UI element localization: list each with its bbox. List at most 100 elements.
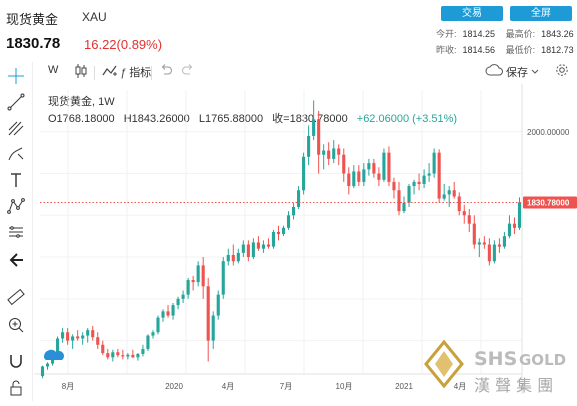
- candle-body: [442, 194, 446, 199]
- candle-body: [76, 336, 80, 339]
- candle-body: [327, 150, 331, 159]
- candle-body: [432, 152, 436, 174]
- open-value: 1814.25: [462, 29, 496, 39]
- save-button[interactable]: 保存: [506, 67, 528, 79]
- indicators-label: 指标: [129, 67, 152, 79]
- svg-text:GOLD: GOLD: [519, 351, 566, 369]
- back-arrow-icon[interactable]: [6, 250, 26, 270]
- last-price-tag: [523, 196, 577, 209]
- pattern-icon[interactable]: [6, 196, 26, 216]
- drawing-tools-panel: [0, 62, 33, 401]
- trade-button[interactable]: 交易: [441, 6, 503, 21]
- stats-row-2: 昨收: 1814.56 最低价: 1812.73: [436, 43, 577, 56]
- candle-body: [45, 363, 50, 367]
- candle-body: [307, 135, 311, 157]
- chart-legend-ohlc: O1768.18000 H1843.26000 L1765.88000 收=18…: [48, 110, 457, 126]
- candle-body: [312, 119, 316, 136]
- candle-body: [226, 254, 230, 262]
- candle-body: [191, 280, 195, 283]
- candle-body: [271, 232, 276, 247]
- logo-text: 漢 聲 集 團: [474, 376, 553, 395]
- candle-body: [472, 223, 476, 245]
- prev-close-label: 昨收:: [436, 45, 457, 55]
- candle-body: [302, 156, 306, 191]
- legend-close: 收=1830.78000: [272, 113, 348, 125]
- candle-body: [322, 150, 326, 155]
- candle-body: [81, 335, 85, 339]
- candle-body: [86, 330, 90, 336]
- crosshair-icon[interactable]: [6, 66, 26, 86]
- candle-body: [40, 366, 45, 377]
- candle-body: [96, 337, 100, 345]
- candle-body: [377, 173, 381, 180]
- candle-body: [317, 119, 321, 155]
- magnet-icon[interactable]: [6, 351, 26, 371]
- candle-style-icon[interactable]: [74, 63, 88, 82]
- candle-body: [512, 223, 517, 228]
- candle-body: [467, 215, 471, 224]
- ruler-icon[interactable]: [6, 287, 26, 307]
- chevron-down-icon[interactable]: [531, 66, 539, 78]
- candle-body: [352, 171, 356, 187]
- candle-body: [447, 190, 451, 195]
- settings-gear-icon[interactable]: [555, 63, 569, 80]
- candle-body: [231, 254, 235, 262]
- candle-body: [457, 196, 461, 212]
- zoom-in-icon[interactable]: [6, 315, 26, 335]
- candle-body: [171, 305, 175, 316]
- candle-body: [146, 335, 150, 349]
- candle-body: [347, 173, 351, 187]
- candle-body: [91, 330, 95, 338]
- candle-body: [101, 344, 105, 354]
- stats-row-1: 今开: 1814.25 最高价: 1843.26: [436, 27, 577, 40]
- brush-icon[interactable]: [6, 144, 26, 164]
- candle-body: [131, 354, 135, 358]
- fibonacci-icon[interactable]: [6, 222, 26, 242]
- candle-body: [156, 317, 160, 333]
- lock-icon[interactable]: [6, 378, 26, 398]
- tradingview-cloud-icon: [43, 349, 64, 360]
- candle-body: [452, 190, 456, 197]
- candle-body: [141, 348, 145, 354]
- candle-body: [372, 163, 376, 174]
- trend-line-icon[interactable]: [6, 92, 26, 112]
- undo-icon[interactable]: [159, 63, 173, 80]
- pitchfork-icon[interactable]: [6, 118, 26, 138]
- candle-body: [362, 169, 366, 182]
- candle-body: [502, 236, 506, 247]
- low-value: 1812.73: [541, 45, 574, 55]
- last-price-label: 1830.78000: [527, 198, 570, 207]
- candlestick-chart[interactable]: 2000.00000 1830.78000 8月 2020 4月 7月 10月 2021 4月 7: [34, 84, 577, 401]
- svg-text:SHS: SHS: [474, 348, 517, 370]
- candle-body: [136, 353, 140, 358]
- low-label: 最低价:: [505, 45, 536, 55]
- candle-body: [402, 202, 406, 212]
- candle-body: [497, 244, 501, 247]
- candle-body: [291, 206, 296, 216]
- indicators-button[interactable]: ƒ 指标: [120, 64, 151, 80]
- candle-body: [397, 190, 401, 212]
- compare-icon[interactable]: [102, 63, 118, 82]
- candle-body: [161, 311, 165, 318]
- chart-toolbar: W ƒ 指标 保存: [0, 60, 577, 84]
- candle-body: [462, 211, 466, 216]
- interval-selector[interactable]: W: [48, 64, 59, 76]
- candle-body: [332, 148, 336, 159]
- candle-body: [106, 353, 110, 358]
- y-tick-label: 2000.00000: [527, 128, 570, 137]
- redo-icon[interactable]: [181, 63, 195, 80]
- candle-body: [281, 227, 286, 235]
- legend-change: +62.06000 (+3.51%): [356, 113, 458, 125]
- candle-body: [437, 152, 441, 199]
- prev-close-value: 1814.56: [462, 45, 496, 55]
- fx-icon: ƒ: [120, 67, 127, 79]
- candle-body: [241, 244, 245, 253]
- candle-body: [392, 181, 396, 191]
- x-tick-label: 4月: [222, 382, 234, 391]
- cloud-icon[interactable]: [485, 63, 503, 80]
- candle-body: [286, 215, 291, 228]
- legend-high: H1843.26000: [123, 113, 190, 125]
- candle-body: [492, 244, 496, 262]
- text-tool-icon[interactable]: [6, 170, 26, 190]
- fullscreen-button[interactable]: 全屏: [510, 6, 572, 21]
